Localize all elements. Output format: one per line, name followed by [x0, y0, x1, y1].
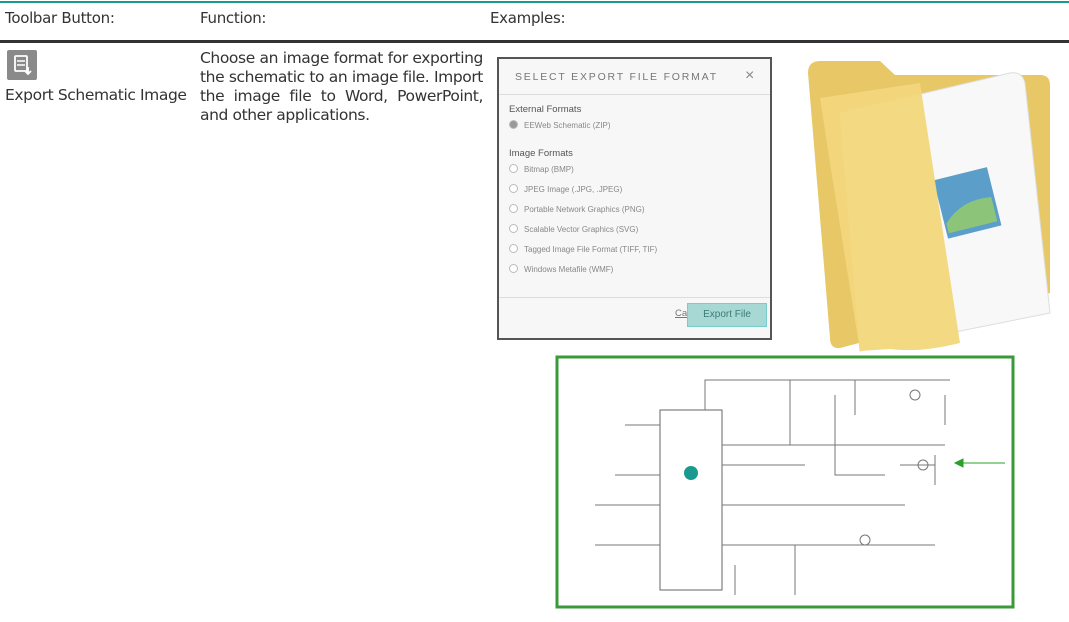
export-button[interactable]: Export File	[687, 303, 767, 327]
radio[interactable]	[509, 204, 518, 213]
format-option[interactable]: Windows Metafile (WMF)	[509, 264, 613, 274]
divider	[499, 297, 770, 298]
option-label: EEWeb Schematic (ZIP)	[524, 121, 611, 130]
option-label: Portable Network Graphics (PNG)	[524, 205, 645, 214]
radio[interactable]	[509, 224, 518, 233]
column-header: Function:	[200, 9, 267, 27]
radio[interactable]	[509, 184, 518, 193]
radio[interactable]	[509, 264, 518, 273]
export-dialog: SELECT EXPORT FILE FORMAT × Cancel Expor…	[497, 57, 772, 340]
option-label: JPEG Image (.JPG, .JPEG)	[524, 185, 623, 194]
option-label: Windows Metafile (WMF)	[524, 265, 614, 274]
toolbar-icon	[7, 50, 37, 80]
format-option[interactable]: Tagged Image File Format (TIFF, TIF)	[509, 244, 657, 254]
option-label: Bitmap (BMP)	[524, 165, 574, 174]
schematic-image	[555, 355, 1015, 609]
divider	[499, 94, 770, 95]
column-header: Examples:	[490, 9, 566, 27]
format-option[interactable]: Scalable Vector Graphics (SVG)	[509, 224, 638, 234]
radio[interactable]	[509, 164, 518, 173]
close-icon[interactable]: ×	[745, 67, 755, 84]
dialog-title: SELECT EXPORT FILE FORMAT	[515, 71, 718, 83]
folder-image	[808, 61, 1051, 352]
format-option[interactable]: Portable Network Graphics (PNG)	[509, 204, 644, 214]
button-label: Export Schematic Image	[5, 86, 187, 104]
format-option[interactable]: Bitmap (BMP)	[509, 164, 574, 174]
section-heading: External Formats	[509, 104, 582, 115]
option-label: Scalable Vector Graphics (SVG)	[524, 225, 639, 234]
radio[interactable]	[509, 244, 518, 253]
column-header: Toolbar Button:	[5, 9, 115, 27]
top-rule	[0, 1, 1069, 3]
function-text: Choose an image format for exporting the…	[200, 49, 483, 124]
format-option[interactable]: JPEG Image (.JPG, .JPEG)	[509, 184, 622, 194]
option-label: Tagged Image File Format (TIFF, TIF)	[524, 245, 658, 254]
format-option[interactable]: EEWeb Schematic (ZIP)	[509, 120, 611, 130]
header-rule	[0, 40, 1069, 43]
radio[interactable]	[509, 120, 518, 129]
section-heading: Image Formats	[509, 148, 573, 159]
